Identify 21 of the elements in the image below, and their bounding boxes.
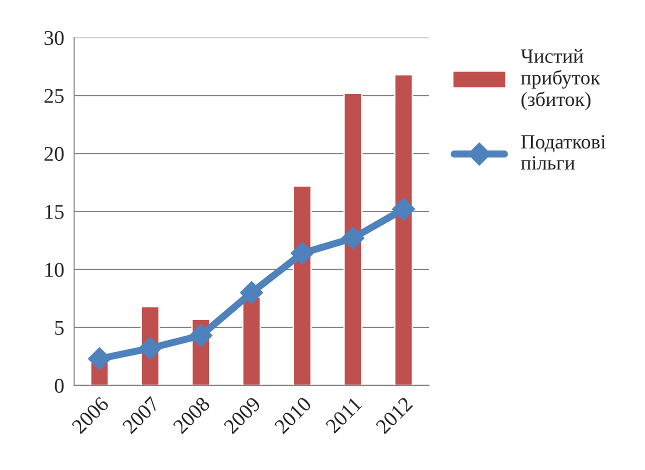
bar bbox=[242, 296, 262, 386]
point bbox=[392, 198, 416, 221]
legend-label: Чистий прибуток (збиток) bbox=[520, 48, 600, 110]
point bbox=[189, 324, 212, 348]
point bbox=[240, 281, 264, 304]
y-tick-label: 0 bbox=[54, 378, 64, 393]
y-tick-label: 25 bbox=[44, 89, 64, 103]
point bbox=[138, 336, 162, 360]
y-tick-label: 5 bbox=[55, 321, 64, 335]
y-tick-label: 30 bbox=[44, 30, 64, 46]
point bbox=[88, 347, 112, 370]
bar bbox=[394, 74, 414, 386]
bar bbox=[292, 185, 312, 386]
legend-label: Податкові пільги bbox=[520, 135, 606, 170]
x-tick-label: 2011 bbox=[325, 396, 362, 434]
y-tick-label: 20 bbox=[44, 146, 64, 161]
bar bbox=[343, 92, 362, 386]
y-tick-label: 10 bbox=[45, 262, 64, 277]
point bbox=[341, 226, 364, 250]
y-tick-label: 15 bbox=[45, 204, 64, 219]
point bbox=[290, 242, 314, 265]
